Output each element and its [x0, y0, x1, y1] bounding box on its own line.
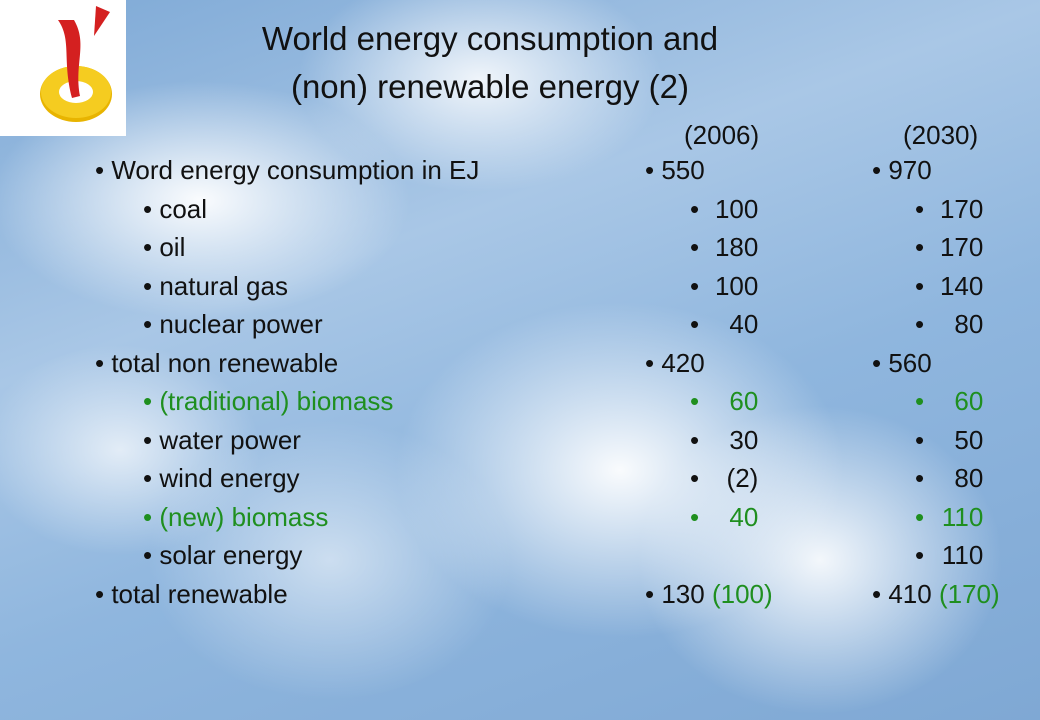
value: 110: [941, 501, 984, 532]
value-cell: 560: [872, 347, 932, 379]
value: 40: [729, 309, 759, 339]
value: 50: [954, 424, 984, 455]
column-header: (2006): [684, 120, 760, 150]
value-cell: 110: [915, 502, 983, 533]
value-cell: 170: [915, 232, 983, 263]
value: 60: [954, 386, 984, 416]
row-label: natural gas: [143, 271, 288, 302]
row-label: coal: [143, 194, 207, 225]
value: 970: [888, 155, 932, 185]
column-header: (2030): [903, 120, 979, 150]
value: 110: [941, 540, 984, 570]
value-cell: 60: [915, 386, 983, 417]
value: 170: [939, 232, 984, 262]
value-cell: 140: [915, 271, 983, 302]
row-label: nuclear power: [143, 309, 322, 340]
row-label: solar energy: [143, 540, 302, 571]
value: 550: [661, 155, 705, 185]
value-cell: 130 (100): [645, 578, 773, 610]
row-label: (traditional) biomass: [143, 386, 393, 417]
value: 170: [939, 193, 984, 224]
value-cell: 50: [915, 425, 983, 456]
value-cell: 100: [690, 271, 758, 302]
value: 60: [729, 386, 759, 416]
row-label: total non renewable: [95, 348, 338, 379]
value-cell: 180: [690, 232, 758, 263]
row-label: oil: [143, 232, 185, 263]
value-cell: (2): [690, 463, 759, 494]
value-cell: 80: [915, 309, 983, 340]
value: 80: [954, 309, 984, 339]
value: 420: [661, 347, 705, 378]
value: 40: [729, 501, 759, 532]
value-cell: 410 (170): [872, 578, 1000, 610]
value-cell: 40: [690, 502, 758, 533]
value-cell: 100: [690, 194, 758, 225]
value-cell: 40: [690, 309, 758, 340]
row-label: water power: [143, 425, 301, 456]
value: (2): [726, 463, 759, 493]
value: 130: [661, 578, 705, 609]
value-cell: 60: [690, 386, 758, 417]
value-cell: 170: [915, 194, 983, 225]
value: 100: [714, 270, 759, 301]
value-cell: 110: [915, 540, 983, 571]
value-cell: 970: [872, 155, 932, 186]
row-label: wind energy: [143, 463, 299, 494]
value: 30: [729, 424, 759, 455]
value-cell: 80: [915, 463, 983, 494]
title-line: World energy consumption and: [261, 20, 719, 57]
value-cell: 420: [645, 347, 705, 379]
value: 560: [888, 347, 932, 378]
value-note: (170): [938, 578, 1000, 609]
title-line: (non) renewable energy (2): [290, 68, 690, 105]
value: 410: [888, 578, 932, 609]
value: 140: [939, 270, 984, 301]
row-label: (new) biomass: [143, 502, 328, 533]
value-cell: 550: [645, 155, 705, 186]
value: 180: [714, 232, 759, 262]
value: 80: [954, 463, 984, 493]
value-cell: 30: [690, 425, 758, 456]
row-label: Word energy consumption in EJ: [95, 155, 479, 186]
row-label: total renewable: [95, 579, 287, 610]
value-note: (100): [711, 578, 773, 609]
value: 100: [714, 193, 759, 224]
logo: [0, 0, 126, 136]
